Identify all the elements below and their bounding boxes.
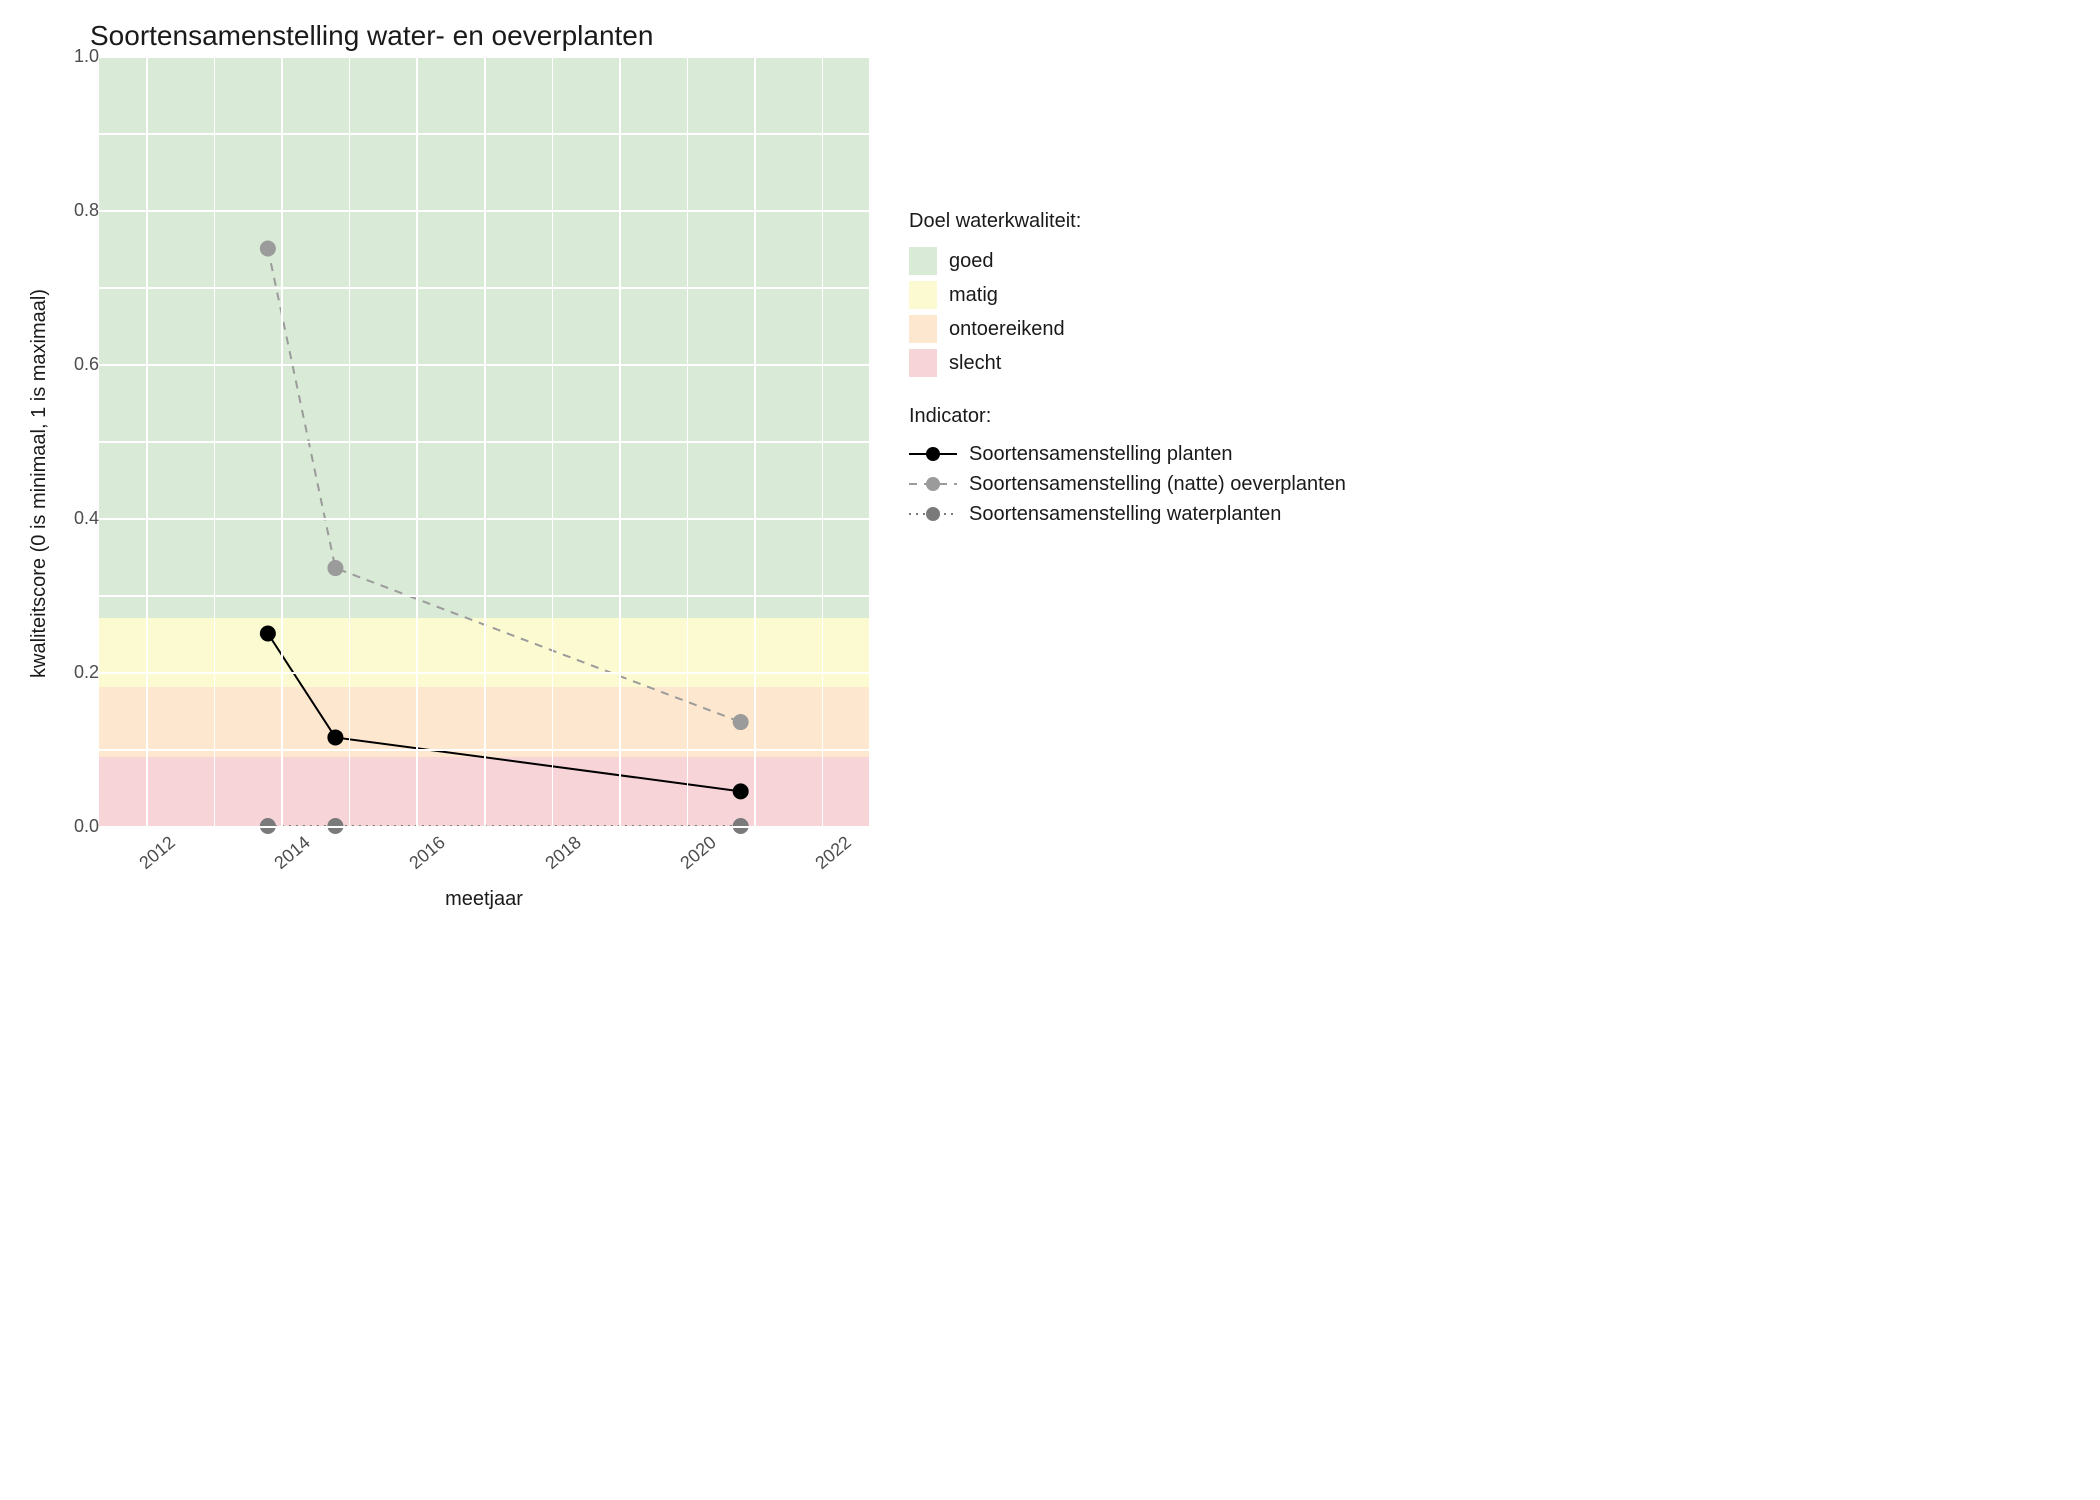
y-axis-label: kwaliteitscore (0 is minimaal, 1 is maxi… (20, 289, 59, 678)
chart-title: Soortensamenstelling water- en oeverplan… (90, 20, 869, 52)
legend-item: slecht (909, 349, 1346, 377)
legend-line-swatch (909, 472, 957, 496)
y-tick: 0.8 (74, 200, 99, 221)
legend: Doel waterkwaliteit: goed matig ontoereiken… (909, 20, 1346, 532)
y-tick: 0.6 (74, 354, 99, 375)
series-marker (733, 783, 749, 799)
legend-line-swatch (909, 502, 957, 526)
x-tick: 2012 (136, 832, 180, 874)
chart-panel: Soortensamenstelling water- en oeverplan… (20, 20, 869, 911)
gridline (416, 56, 418, 826)
x-tick: 2016 (406, 832, 450, 874)
x-tick: 2020 (676, 832, 720, 874)
y-tick: 0.4 (74, 508, 99, 529)
legend-item: matig (909, 281, 1346, 309)
gridline (687, 56, 689, 826)
series-marker (260, 241, 276, 257)
legend-label: Soortensamenstelling (natte) oeverplante… (969, 473, 1346, 496)
y-tick: 0.0 (74, 816, 99, 837)
y-tick-labels: 0.00.20.40.60.81.0 (59, 56, 99, 826)
series-line (268, 634, 741, 792)
series-marker (733, 714, 749, 730)
gridline (619, 56, 621, 826)
gridline (214, 56, 216, 826)
legend-swatch (909, 315, 937, 343)
legend-label: Soortensamenstelling planten (969, 443, 1233, 466)
series-marker (327, 560, 343, 576)
legend-label: matig (949, 284, 998, 307)
gridline (822, 56, 824, 826)
x-tick: 2014 (271, 832, 315, 874)
legend-item: Soortensamenstelling planten (909, 442, 1346, 466)
series-marker (327, 729, 343, 745)
x-tick-labels: 2012 2014 2016 2018 2020 2022 (99, 826, 869, 886)
legend-swatch (909, 281, 937, 309)
series-line (268, 249, 741, 723)
legend-label: ontoereikend (949, 318, 1065, 341)
legend-item: Soortensamenstelling (natte) oeverplante… (909, 472, 1346, 496)
gridline (349, 56, 351, 826)
y-tick: 1.0 (74, 46, 99, 67)
legend-title: Indicator: (909, 405, 1346, 428)
series-marker (260, 626, 276, 642)
legend-label: goed (949, 250, 994, 273)
gridline (754, 56, 756, 826)
x-tick: 2018 (541, 832, 585, 874)
legend-swatch (909, 247, 937, 275)
legend-swatch (909, 349, 937, 377)
plot-area (99, 56, 869, 826)
legend-label: slecht (949, 352, 1001, 375)
legend-item: goed (909, 247, 1346, 275)
legend-line-swatch (909, 442, 957, 466)
legend-item: ontoereikend (909, 315, 1346, 343)
legend-item: Soortensamenstelling waterplanten (909, 502, 1346, 526)
legend-title: Doel waterkwaliteit: (909, 210, 1346, 233)
y-tick: 0.2 (74, 662, 99, 683)
chart-figure: Soortensamenstelling water- en oeverplan… (20, 20, 2080, 911)
gridline (484, 56, 486, 826)
gridline (146, 56, 148, 826)
x-axis-label: meetjaar (99, 888, 869, 911)
x-tick: 2022 (811, 832, 855, 874)
gridline (552, 56, 554, 826)
gridline (281, 56, 283, 826)
legend-label: Soortensamenstelling waterplanten (969, 503, 1281, 526)
